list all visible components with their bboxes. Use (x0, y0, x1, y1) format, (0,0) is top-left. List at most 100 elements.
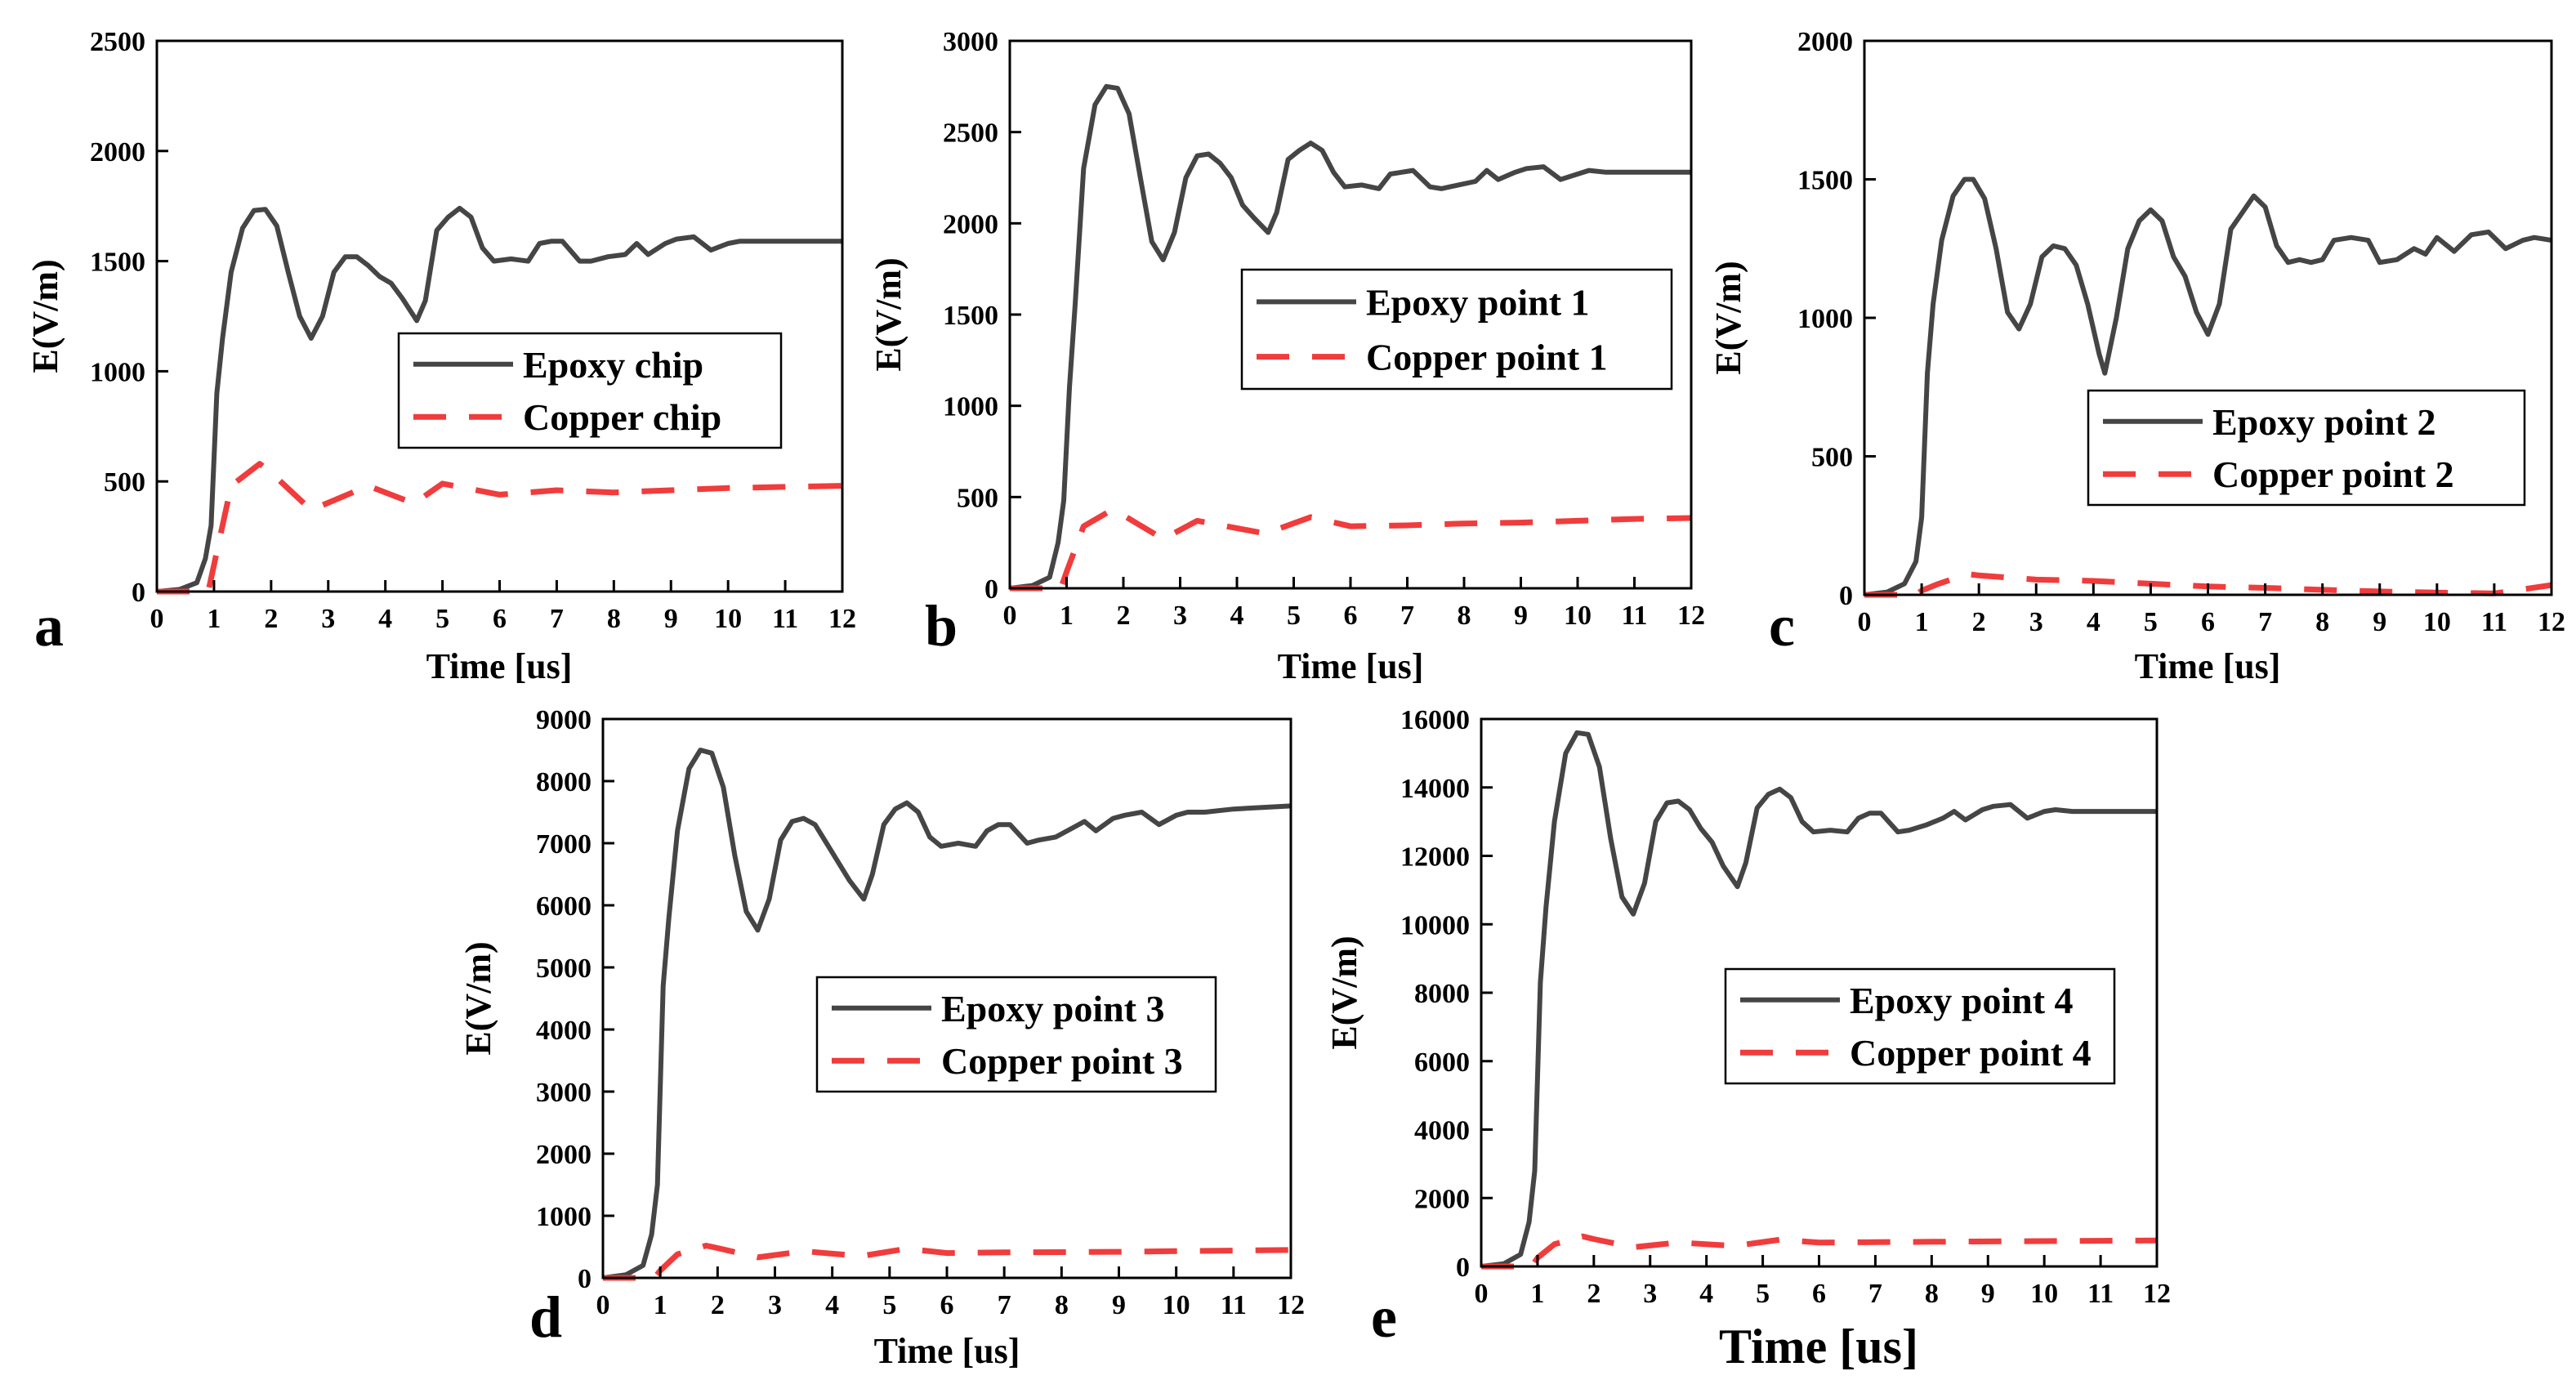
legend-label: Copper point 4 (1850, 1032, 2092, 1074)
x-tick-label: 4 (1230, 601, 1244, 631)
y-tick-label: 1000 (1797, 304, 1853, 334)
x-tick-label: 9 (664, 604, 678, 634)
x-tick-label: 0 (1003, 601, 1017, 631)
y-tick-label: 2000 (943, 209, 998, 239)
y-tick-label: 1500 (1797, 166, 1853, 196)
x-tick-label: 9 (1514, 601, 1528, 631)
x-tick-label: 10 (1163, 1290, 1190, 1320)
legend-label: Epoxy point 3 (941, 988, 1165, 1029)
legend: Epoxy point 3 Copper point 3 (815, 976, 1217, 1093)
y-tick-label: 2000 (1797, 27, 1853, 57)
panel-letter: c (1769, 593, 1795, 659)
x-tick-label: 2 (1972, 607, 1986, 637)
x-tick-label: 3 (768, 1290, 782, 1320)
series-line-epoxy (1480, 730, 2157, 1269)
legend: Epoxy point 4 Copper point 4 (1724, 967, 2116, 1085)
series-line-copper (603, 1243, 1292, 1281)
legend: Epoxy point 1 Copper point 1 (1240, 268, 1673, 391)
legend-box (1724, 967, 2116, 1085)
x-tick-label: 5 (1287, 601, 1301, 631)
series-line-copper (157, 461, 843, 595)
y-tick-label: 2500 (90, 27, 145, 57)
chart-panel-e: 0 1 2 3 4 5 6 7 8 9 10 11 12020004000600080001000012… (1324, 705, 2171, 1373)
x-tick-label: 11 (2087, 1279, 2114, 1309)
x-tick-label: 11 (1221, 1290, 1247, 1320)
x-tick-label: 12 (1277, 1290, 1305, 1320)
y-tick-label: 5000 (536, 954, 592, 984)
x-tick-label: 0 (150, 604, 164, 634)
x-tick-label: 12 (2538, 607, 2565, 637)
x-tick-label: 7 (1400, 601, 1414, 631)
x-tick-label: 2 (1117, 601, 1131, 631)
legend: Epoxy chip Copper chip (397, 332, 783, 449)
x-tick-label: 3 (1173, 601, 1187, 631)
panel-letter: d (529, 1284, 562, 1350)
x-tick-label: 1 (1060, 601, 1074, 631)
x-tick-label: 10 (2030, 1279, 2058, 1309)
y-tick-label: 0 (132, 578, 145, 608)
y-tick-label: 0 (578, 1264, 592, 1294)
x-tick-label: 3 (2029, 607, 2043, 637)
panel-letter: b (925, 593, 958, 659)
legend-box (397, 332, 783, 449)
y-axis-title: E(V/m) (458, 941, 498, 1055)
x-tick-label: 2 (264, 604, 278, 634)
x-tick-label: 12 (2143, 1279, 2171, 1309)
y-axis-title: E(V/m) (25, 259, 65, 373)
y-tick-label: 2000 (1414, 1184, 1470, 1214)
x-tick-label: 6 (1344, 601, 1358, 631)
legend-label: Copper point 1 (1366, 337, 1608, 378)
x-tick-label: 4 (825, 1290, 839, 1320)
chart-panel-a: 0 1 2 3 4 5 6 7 8 9 10 11 1205001000150020002500Time… (25, 27, 856, 686)
series-line-epoxy (156, 205, 842, 594)
series-line-epoxy (602, 748, 1292, 1280)
x-tick-label: 9 (1112, 1290, 1126, 1320)
x-tick-label: 10 (714, 604, 742, 634)
x-tick-label: 12 (828, 604, 856, 634)
y-tick-label: 9000 (536, 705, 592, 735)
y-tick-label: 1500 (90, 248, 145, 278)
y-tick-label: 500 (957, 483, 998, 513)
y-tick-label: 12000 (1400, 842, 1470, 873)
y-tick-label: 3000 (943, 27, 998, 57)
series-line-copper (1481, 1233, 2158, 1270)
x-axis-title: Time [us] (1719, 1320, 1918, 1373)
y-tick-label: 7000 (536, 829, 592, 860)
y-tick-label: 4000 (536, 1016, 592, 1046)
series-line-copper (1010, 507, 1692, 592)
y-tick-label: 500 (104, 467, 145, 498)
x-tick-label: 5 (1756, 1279, 1770, 1309)
y-axis-title: E(V/m) (868, 257, 909, 371)
x-tick-label: 6 (1812, 1279, 1826, 1309)
y-tick-label: 4000 (1414, 1116, 1470, 1146)
x-tick-label: 7 (998, 1290, 1011, 1320)
legend-label: Epoxy point 2 (2212, 401, 2436, 443)
x-tick-label: 8 (1055, 1290, 1069, 1320)
x-tick-label: 8 (2315, 607, 2329, 637)
x-tick-label: 10 (1564, 601, 1592, 631)
legend-label: Epoxy point 1 (1366, 281, 1590, 323)
x-tick-label: 6 (940, 1290, 954, 1320)
plot-frame (1863, 39, 2553, 596)
x-tick-label: 8 (607, 604, 621, 634)
x-tick-label: 4 (378, 604, 392, 634)
panel-letter: e (1371, 1284, 1397, 1350)
x-tick-label: 1 (1915, 607, 1929, 637)
x-tick-label: 3 (321, 604, 335, 634)
y-axis-title: E(V/m) (1708, 261, 1748, 374)
x-tick-label: 3 (1643, 1279, 1657, 1309)
x-tick-label: 9 (1981, 1279, 1995, 1309)
chart-panel-d: 0 1 2 3 4 5 6 7 8 9 10 11 12010002000300040005000600… (458, 705, 1305, 1371)
x-tick-label: 2 (711, 1290, 725, 1320)
y-tick-label: 1000 (536, 1202, 592, 1232)
x-tick-label: 6 (2201, 607, 2215, 637)
legend: Epoxy point 2 Copper point 2 (2087, 389, 2526, 507)
y-tick-label: 16000 (1400, 705, 1470, 735)
y-tick-label: 14000 (1400, 774, 1470, 804)
legend-label: Copper point 2 (2212, 453, 2454, 495)
x-tick-label: 0 (1475, 1279, 1489, 1309)
x-axis-title: Time [us] (1278, 646, 1424, 686)
x-tick-label: 2 (1587, 1279, 1601, 1309)
